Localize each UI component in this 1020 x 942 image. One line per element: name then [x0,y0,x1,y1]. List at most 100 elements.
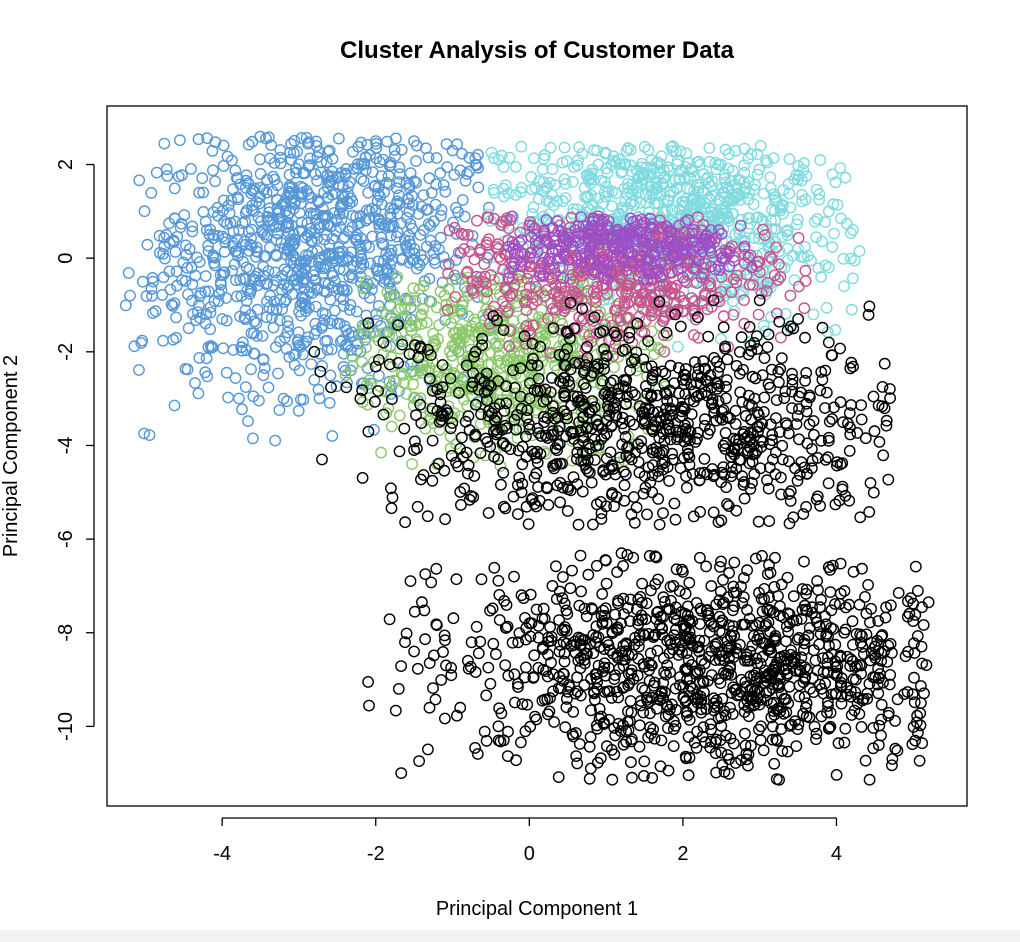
data-point [571,478,584,490]
data-point [655,256,667,269]
data-point [424,349,437,361]
data-point [803,389,816,402]
data-point [717,186,729,199]
data-point [558,304,571,317]
data-point [698,452,711,465]
data-point [169,245,182,258]
data-point [263,241,276,254]
data-point [665,266,678,279]
data-point [571,671,583,684]
data-point [423,172,436,185]
data-point [288,359,301,371]
data-point [883,678,896,691]
data-point [454,164,467,177]
data-point [775,261,788,274]
data-point [461,265,474,278]
data-point [814,678,826,691]
data-point [704,280,717,293]
data-point [770,394,783,406]
data-point [660,388,673,400]
data-point [560,637,573,650]
data-point [385,351,398,364]
data-point [744,482,757,495]
data-point [525,246,538,259]
data-point [517,592,530,604]
data-point [534,448,547,460]
data-point [283,168,296,181]
data-point [742,759,754,772]
data-point [741,564,753,577]
data-point [750,211,763,224]
data-point [662,722,674,734]
data-point [869,640,882,653]
data-point [720,246,733,258]
data-point [773,426,786,438]
data-point [608,361,621,374]
data-point [273,314,286,327]
data-point [267,321,280,334]
data-point [884,392,896,404]
data-point [354,276,367,289]
data-point [499,419,511,432]
data-point [696,295,708,307]
data-point [700,703,713,715]
data-point [338,320,351,333]
data-point [583,740,596,753]
data-point [526,445,539,458]
data-point [710,766,722,779]
data-point [554,457,566,470]
data-point [909,560,922,573]
data-point [427,682,439,694]
data-point [436,359,449,371]
data-point [820,386,833,399]
data-point [526,207,539,220]
data-point [913,754,926,767]
data-point [395,660,407,672]
data-point [494,253,507,266]
data-point [567,730,580,743]
data-point [493,614,506,626]
data-point [316,359,328,372]
data-point [653,295,666,308]
data-point [355,232,367,245]
data-point [616,438,628,451]
data-point [845,303,858,316]
data-point [705,669,718,681]
data-point [608,243,621,256]
data-point [781,745,794,758]
data-point [773,376,785,389]
data-point [406,458,418,470]
data-point [497,161,510,174]
chart-title: Cluster Analysis of Customer Data [340,37,735,64]
data-point [444,422,457,435]
data-point [414,473,427,486]
data-point [811,212,824,225]
data-point [589,693,601,706]
data-point [363,699,375,712]
data-point [814,154,827,167]
data-point [545,634,558,647]
data-point [838,736,851,749]
data-point [360,341,372,354]
data-point [143,429,156,441]
data-point [799,331,811,344]
data-point [722,591,734,604]
data-point [787,590,800,603]
data-point [728,442,741,455]
data-point [463,165,475,178]
data-point [497,466,510,479]
data-point [564,363,577,376]
data-point [561,608,574,620]
data-point [562,483,574,496]
data-point [269,434,282,447]
data-point [573,141,585,154]
data-point [331,317,344,330]
data-point [395,302,407,314]
data-point [639,189,652,202]
data-point [754,734,767,747]
data-point [377,327,390,339]
data-point [231,191,244,204]
data-point [662,764,675,777]
plot-frame [106,105,968,807]
data-point [743,320,756,333]
